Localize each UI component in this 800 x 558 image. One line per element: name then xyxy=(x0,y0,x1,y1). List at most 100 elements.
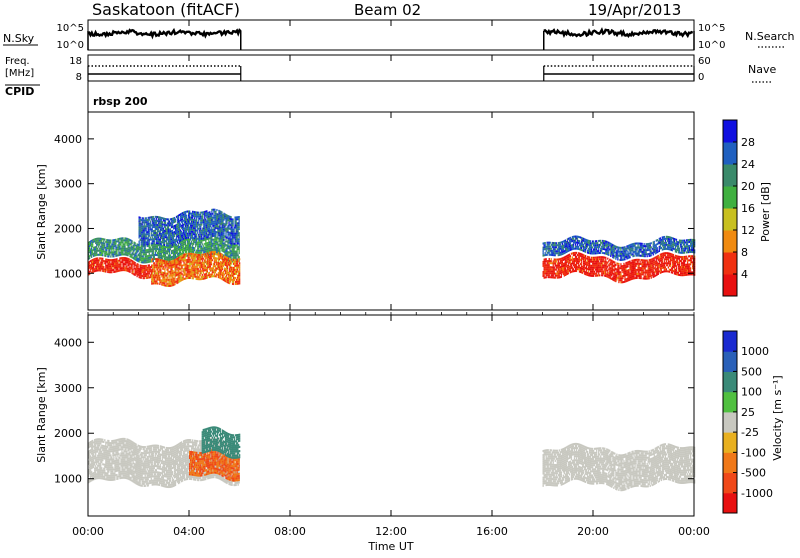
data-cell xyxy=(120,263,121,265)
data-cell xyxy=(211,257,212,259)
data-cell xyxy=(180,269,181,271)
data-cell xyxy=(238,252,239,254)
data-cell xyxy=(239,268,240,270)
data-cell xyxy=(201,246,202,248)
data-cell xyxy=(110,256,111,258)
data-cell xyxy=(165,220,166,222)
data-cell xyxy=(200,226,201,228)
data-cell xyxy=(164,268,165,270)
data-cell xyxy=(166,275,167,277)
data-cell xyxy=(142,223,143,225)
freq-right-tick-top: 60 xyxy=(698,56,711,67)
data-cell xyxy=(150,259,151,261)
data-cell xyxy=(156,222,157,224)
data-cell xyxy=(620,271,621,273)
data-cell xyxy=(232,221,233,223)
data-cell xyxy=(122,241,123,243)
data-cell xyxy=(676,267,677,269)
data-cell xyxy=(216,259,217,261)
data-cell xyxy=(156,280,157,282)
data-cell xyxy=(118,250,119,252)
data-cell xyxy=(175,220,176,222)
data-cell xyxy=(215,235,216,237)
data-cell xyxy=(670,263,671,265)
data-cell xyxy=(573,268,574,270)
data-cell xyxy=(225,234,226,236)
data-cell xyxy=(690,263,691,265)
data-cell xyxy=(146,265,147,267)
data-cell xyxy=(156,250,157,252)
data-cell xyxy=(108,255,109,257)
data-cell xyxy=(576,256,577,258)
data-cell xyxy=(238,222,239,224)
data-cell xyxy=(238,236,239,238)
data-cell xyxy=(237,254,238,256)
data-cell xyxy=(166,234,167,236)
data-cell xyxy=(209,227,210,229)
data-cell xyxy=(150,227,151,229)
data-cell xyxy=(215,251,216,253)
data-cell xyxy=(239,258,240,260)
data-cell xyxy=(149,264,150,266)
data-cell xyxy=(162,225,163,227)
data-cell xyxy=(154,240,155,242)
data-cell xyxy=(105,263,106,265)
data-cell xyxy=(175,218,176,220)
data-cell xyxy=(233,281,234,283)
data-cell xyxy=(238,260,239,262)
data-cell xyxy=(105,271,106,273)
data-cell xyxy=(690,269,691,271)
data-cell xyxy=(105,255,106,257)
data-cell xyxy=(119,246,120,248)
data-cell xyxy=(117,268,118,270)
data-cell xyxy=(167,261,168,263)
data-cell xyxy=(152,258,153,260)
data-cell xyxy=(238,220,239,222)
data-cell xyxy=(161,253,162,255)
data-cell xyxy=(131,240,132,242)
data-cell xyxy=(197,266,198,268)
data-cell xyxy=(116,258,117,260)
noise-panel: N.Sky 10^5 10^0 10^5 10^0 N.Search xyxy=(3,20,795,51)
data-cell xyxy=(238,224,239,226)
data-cell xyxy=(149,272,150,274)
data-cell xyxy=(216,209,217,211)
data-cell xyxy=(109,250,110,252)
data-cell xyxy=(159,277,160,279)
data-cell xyxy=(157,232,158,234)
data-cell xyxy=(115,245,116,247)
data-cell xyxy=(91,256,92,258)
data-cell xyxy=(192,217,193,219)
data-cell xyxy=(200,268,201,270)
data-cell xyxy=(132,271,133,273)
data-cell xyxy=(101,240,102,242)
data-cell xyxy=(109,254,110,256)
data-cell xyxy=(208,240,209,242)
data-cell xyxy=(150,246,151,248)
data-cell xyxy=(194,263,195,265)
data-cell xyxy=(188,267,189,269)
data-cell xyxy=(201,242,202,244)
power-data xyxy=(88,209,695,287)
data-cell xyxy=(129,271,130,273)
data-cell xyxy=(192,245,193,247)
data-cell xyxy=(196,218,197,220)
data-cell xyxy=(211,227,212,229)
data-cell xyxy=(146,253,147,255)
data-cell xyxy=(593,275,594,277)
data-cell xyxy=(164,270,165,272)
data-cell xyxy=(596,273,597,275)
data-cell xyxy=(177,241,178,243)
data-cell xyxy=(238,242,239,244)
data-cell xyxy=(188,237,189,239)
data-cell xyxy=(149,235,150,237)
data-cell xyxy=(687,258,688,260)
data-cell xyxy=(594,271,595,273)
data-cell xyxy=(216,275,217,277)
data-cell xyxy=(163,228,164,230)
freq-label-line1: Freq. xyxy=(5,56,30,67)
data-cell xyxy=(157,268,158,270)
data-cell xyxy=(149,219,150,221)
data-cell xyxy=(545,262,546,264)
data-cell xyxy=(598,260,599,262)
